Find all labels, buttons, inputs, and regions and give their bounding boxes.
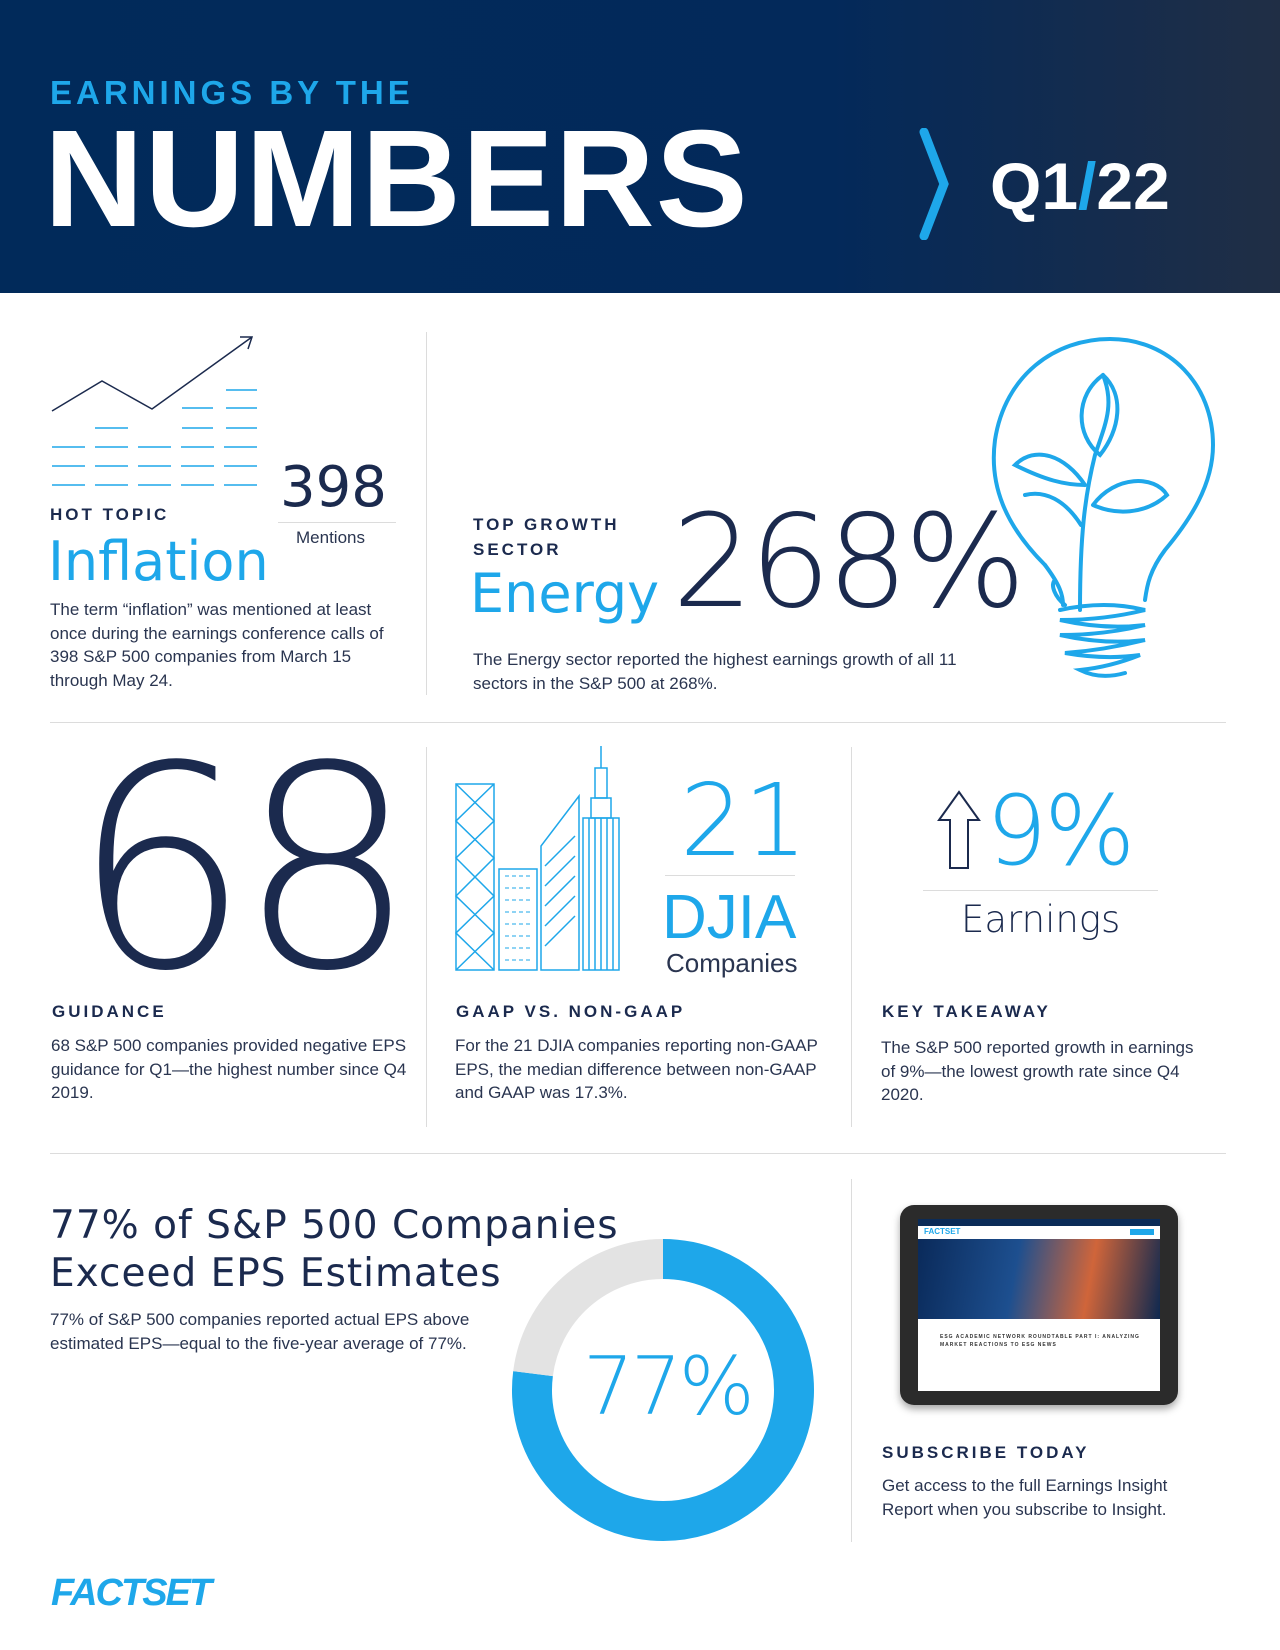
buildings-icon bbox=[455, 746, 620, 971]
hot-topic-description: The term “inflation” was mentioned at le… bbox=[50, 600, 384, 690]
beat-description: 77% of S&P 500 companies reported actual… bbox=[50, 1310, 470, 1353]
takeaway-metric: Earnings bbox=[961, 898, 1121, 941]
donut-slice-other bbox=[513, 1239, 664, 1377]
mentions-count: 398 bbox=[280, 455, 387, 520]
top-growth-description: The Energy sector reported the highest e… bbox=[473, 650, 957, 693]
period-quarter: Q1 bbox=[990, 149, 1079, 223]
gaap-index: DJIA bbox=[662, 883, 797, 952]
tablet-screen: FACTSET ESG ACADEMIC NETWORK ROUNDTABLE … bbox=[918, 1219, 1160, 1391]
tablet-preview[interactable]: FACTSET ESG ACADEMIC NETWORK ROUNDTABLE … bbox=[900, 1205, 1178, 1405]
guidance-label: GUIDANCE bbox=[52, 1002, 167, 1021]
beat-donut-chart bbox=[512, 1239, 814, 1541]
top-growth-value: 268% bbox=[672, 488, 1026, 637]
rising-chart-icon bbox=[51, 336, 257, 486]
beat-title-1: 77% of S&P 500 Companies bbox=[50, 1203, 619, 1248]
subscribe-description: Get access to the full Earnings Insight … bbox=[882, 1476, 1168, 1519]
subscribe-label: SUBSCRIBE TODAY bbox=[882, 1443, 1090, 1462]
beat-title: 77% of S&P 500 Companies Exceed EPS Estim… bbox=[50, 1202, 619, 1298]
gaap-unit: Companies bbox=[666, 948, 798, 978]
gaap-label: GAAP VS. NON-GAAP bbox=[456, 1002, 686, 1021]
top-growth-label-2: SECTOR bbox=[473, 540, 562, 559]
arrow-up-icon bbox=[937, 790, 981, 869]
period-year: 22 bbox=[1096, 149, 1170, 223]
donut-slice-exceeded bbox=[512, 1239, 814, 1541]
guidance-description: 68 S&P 500 companies provided negative E… bbox=[51, 1036, 407, 1102]
top-growth-label: TOP GROWTH SECTOR bbox=[473, 512, 620, 562]
lightbulb-leaf-icon bbox=[991, 336, 1216, 678]
header-kicker: EARNINGS BY THE bbox=[50, 74, 414, 111]
hot-topic-label: HOT TOPIC bbox=[50, 505, 170, 524]
gaap-description: For the 21 DJIA companies reporting non-… bbox=[455, 1036, 818, 1102]
guidance-value: 68 bbox=[72, 707, 416, 1033]
period-slash: / bbox=[1078, 149, 1097, 223]
header-title: NUMBERS bbox=[44, 102, 749, 256]
tablet-article-title: ESG ACADEMIC NETWORK ROUNDTABLE PART I: … bbox=[940, 1334, 1140, 1348]
gaap-count: 21 bbox=[680, 762, 808, 879]
takeaway-value: 9% bbox=[986, 775, 1135, 887]
top-growth-sector: Energy bbox=[470, 562, 660, 625]
donut-label: 77% bbox=[583, 1340, 755, 1433]
takeaway-label: KEY TAKEAWAY bbox=[882, 1002, 1051, 1021]
takeaway-description: The S&P 500 reported growth in earnings … bbox=[881, 1038, 1194, 1104]
factset-logo: FACTSET bbox=[51, 1572, 212, 1614]
tablet-logo: FACTSET bbox=[924, 1227, 961, 1236]
beat-title-2: Exceed EPS Estimates bbox=[50, 1251, 502, 1296]
hot-topic-name: Inflation bbox=[48, 530, 269, 593]
chevron-right-icon bbox=[919, 128, 949, 240]
mentions-label: Mentions bbox=[296, 528, 365, 547]
top-growth-label-1: TOP GROWTH bbox=[473, 515, 620, 534]
header-banner: EARNINGS BY THE NUMBERS Q1/22 bbox=[0, 0, 1280, 293]
header-period: Q1/22 bbox=[990, 148, 1170, 224]
